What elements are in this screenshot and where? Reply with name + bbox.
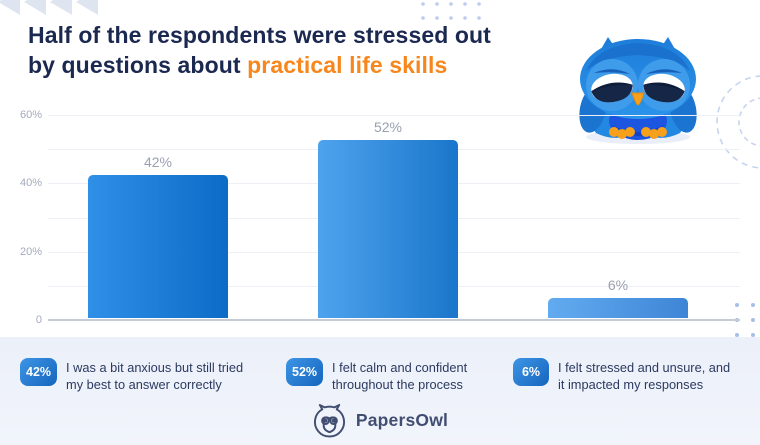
legend-band <box>0 337 760 445</box>
legend-label: I was a bit anxious but still tried my b… <box>66 360 244 393</box>
bar-value-label: 52% <box>373 119 403 136</box>
x-axis-baseline <box>48 319 740 321</box>
y-axis: 60% 40% 20% 0 <box>0 109 42 326</box>
gridline <box>48 115 740 116</box>
y-tick-label: 60% <box>19 109 42 121</box>
y-tick-label: 0 <box>35 314 42 326</box>
plot-area: 42% 52% 6% <box>48 115 740 321</box>
bar-value-label: 6% <box>607 276 629 293</box>
title-line1: Half of the respondents were stressed ou… <box>28 22 491 48</box>
bar-value-label: 42% <box>143 153 173 170</box>
papersowl-logo-icon <box>313 403 345 438</box>
legend-item: 6% I felt stressed and unsure, and it im… <box>513 358 730 394</box>
chart-bar <box>88 174 228 318</box>
title-highlight: practical life skills <box>247 52 448 78</box>
triangles-pattern-icon <box>0 0 98 15</box>
page-title: Half of the respondents were stressed ou… <box>28 20 491 80</box>
legend-badge: 52% <box>286 358 324 386</box>
y-tick-label: 20% <box>19 245 42 258</box>
chart-bar <box>548 297 688 318</box>
brand-name: PapersOwl <box>355 410 449 430</box>
chart-bar <box>318 140 458 318</box>
y-tick-label: 40% <box>19 177 42 190</box>
legend-item: 42% I was a bit anxious but still tried … <box>20 358 243 394</box>
legend-label: I felt stressed and unsure, and it impac… <box>558 360 731 393</box>
legend-item: 52% I felt calm and confident throughout… <box>286 358 467 394</box>
title-line2: by questions about <box>28 52 248 78</box>
legend-label: I felt calm and confident throughout the… <box>332 360 468 393</box>
legend-badge: 6% <box>513 358 549 386</box>
brand-footer[interactable]: PapersOwl <box>0 402 760 439</box>
legend-badge: 42% <box>20 358 58 386</box>
